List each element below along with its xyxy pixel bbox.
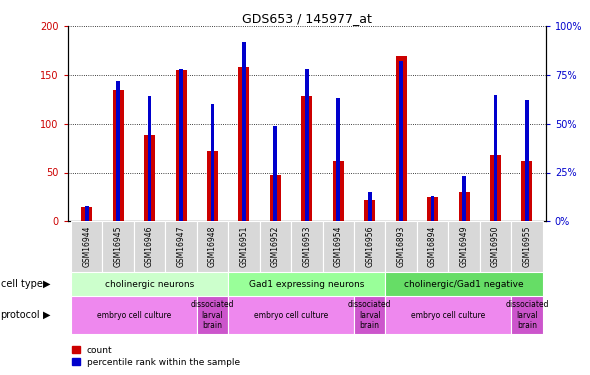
- Text: cholinergic/Gad1 negative: cholinergic/Gad1 negative: [404, 280, 524, 289]
- Text: GSM16949: GSM16949: [460, 226, 468, 267]
- Bar: [176, 70, 186, 221]
- Bar: [336, 98, 340, 221]
- Bar: [511, 221, 543, 272]
- Bar: [228, 296, 354, 334]
- Text: GSM16944: GSM16944: [82, 226, 91, 267]
- Bar: [116, 81, 120, 221]
- Text: dissociated
larval
brain: dissociated larval brain: [191, 300, 234, 330]
- Text: GSM16951: GSM16951: [240, 226, 248, 267]
- Bar: [368, 192, 372, 221]
- Bar: [305, 69, 309, 221]
- Text: GSM16950: GSM16950: [491, 226, 500, 267]
- Text: embryo cell culture: embryo cell culture: [254, 310, 328, 320]
- Text: dissociated
larval
brain: dissociated larval brain: [505, 300, 549, 330]
- Text: GSM16947: GSM16947: [176, 226, 185, 267]
- Bar: [354, 296, 385, 334]
- Bar: [385, 272, 543, 296]
- Bar: [385, 296, 511, 334]
- Bar: [113, 90, 124, 221]
- Text: protocol: protocol: [1, 310, 40, 320]
- Text: GSM16893: GSM16893: [396, 226, 405, 267]
- Bar: [260, 221, 291, 272]
- Text: GSM16954: GSM16954: [334, 226, 343, 267]
- Text: embryo cell culture: embryo cell culture: [97, 310, 171, 320]
- Bar: [148, 96, 152, 221]
- Bar: [270, 176, 281, 221]
- Bar: [480, 221, 511, 272]
- Bar: [211, 104, 214, 221]
- Text: GSM16945: GSM16945: [114, 226, 123, 267]
- Bar: [462, 176, 466, 221]
- Text: dissociated
larval
brain: dissociated larval brain: [348, 300, 391, 330]
- Bar: [103, 221, 134, 272]
- Bar: [71, 296, 196, 334]
- Bar: [228, 221, 260, 272]
- Bar: [71, 221, 103, 272]
- Bar: [196, 221, 228, 272]
- Bar: [228, 272, 385, 296]
- Bar: [144, 135, 155, 221]
- Text: GSM16894: GSM16894: [428, 226, 437, 267]
- Bar: [274, 126, 277, 221]
- Bar: [81, 207, 92, 221]
- Bar: [242, 42, 246, 221]
- Bar: [196, 296, 228, 334]
- Bar: [417, 221, 448, 272]
- Bar: [511, 296, 543, 334]
- Bar: [323, 221, 354, 272]
- Bar: [85, 206, 88, 221]
- Text: Gad1 expressing neurons: Gad1 expressing neurons: [249, 280, 365, 289]
- Bar: [179, 69, 183, 221]
- Bar: [364, 200, 375, 221]
- Bar: [207, 151, 218, 221]
- Bar: [427, 197, 438, 221]
- Text: GSM16952: GSM16952: [271, 226, 280, 267]
- Text: GSM16948: GSM16948: [208, 226, 217, 267]
- Bar: [301, 96, 312, 221]
- Text: ▶: ▶: [42, 279, 50, 289]
- Text: GSM16953: GSM16953: [302, 226, 312, 267]
- Bar: [134, 221, 165, 272]
- Bar: [333, 161, 344, 221]
- Bar: [396, 56, 407, 221]
- Text: GSM16946: GSM16946: [145, 226, 154, 267]
- Bar: [354, 221, 385, 272]
- Bar: [431, 196, 434, 221]
- Bar: [494, 94, 497, 221]
- Bar: [165, 221, 196, 272]
- Text: cholinergic neurons: cholinergic neurons: [105, 280, 194, 289]
- Bar: [399, 62, 403, 221]
- Bar: [490, 155, 501, 221]
- Bar: [71, 272, 228, 296]
- Bar: [385, 221, 417, 272]
- Bar: [291, 221, 323, 272]
- Text: embryo cell culture: embryo cell culture: [411, 310, 486, 320]
- Text: ▶: ▶: [42, 310, 50, 320]
- Text: GSM16955: GSM16955: [522, 226, 532, 267]
- Legend: count, percentile rank within the sample: count, percentile rank within the sample: [73, 346, 240, 367]
- Bar: [238, 67, 250, 221]
- Bar: [525, 100, 529, 221]
- Title: GDS653 / 145977_at: GDS653 / 145977_at: [242, 12, 372, 25]
- Bar: [448, 221, 480, 272]
- Bar: [458, 192, 470, 221]
- Text: GSM16956: GSM16956: [365, 226, 374, 267]
- Text: cell type: cell type: [1, 279, 42, 289]
- Bar: [522, 161, 532, 221]
